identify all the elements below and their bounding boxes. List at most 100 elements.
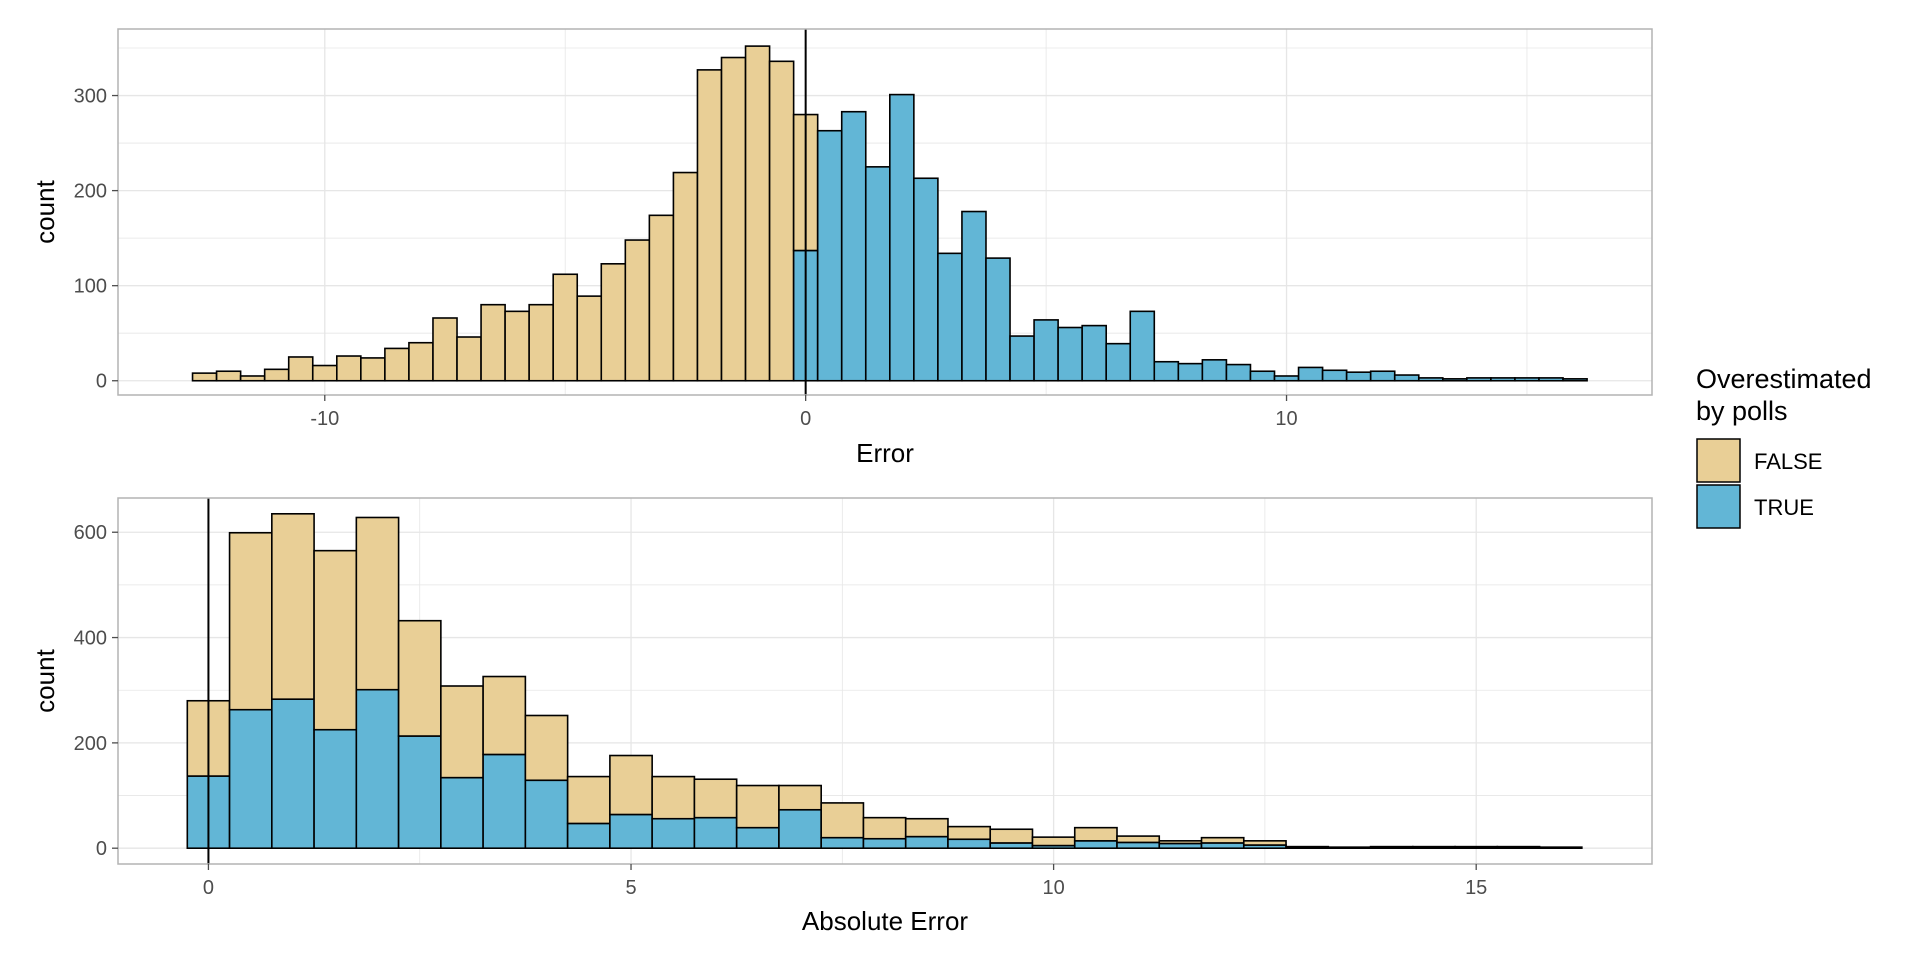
bar-true xyxy=(1490,377,1516,382)
bar-true xyxy=(961,210,987,382)
bar-true xyxy=(1562,378,1588,382)
bar-true xyxy=(1417,377,1444,382)
bar-true xyxy=(1249,370,1276,382)
x-tick-label: 10 xyxy=(1042,877,1064,899)
bar-true xyxy=(820,836,865,850)
bar-true xyxy=(1369,845,1414,850)
bar-true xyxy=(1442,378,1468,382)
bar-true xyxy=(271,698,315,850)
bar-false xyxy=(989,828,1034,844)
y-tick-label: 200 xyxy=(74,733,107,755)
bar-false xyxy=(1242,840,1287,846)
bar-true xyxy=(889,93,915,382)
bar-true xyxy=(1073,840,1118,850)
bar-true xyxy=(1538,846,1583,850)
bar-false xyxy=(1200,836,1245,844)
x-tick-label: 15 xyxy=(1465,877,1487,899)
bar-false xyxy=(313,549,358,731)
bar-true xyxy=(1129,310,1156,382)
bar-false xyxy=(456,336,482,382)
bar-true xyxy=(482,753,527,850)
bar-false xyxy=(191,372,218,382)
y-tick-label: 0 xyxy=(96,371,107,393)
bar-true xyxy=(1009,335,1035,382)
bar-false xyxy=(263,368,290,382)
legend-title-line1: Overestimated xyxy=(1696,364,1872,394)
legend-key-false xyxy=(1696,438,1741,483)
bar-false xyxy=(311,364,338,382)
bar-false xyxy=(624,239,651,382)
bar-false xyxy=(648,214,675,382)
bar-false xyxy=(576,295,603,382)
bar-true xyxy=(985,257,1011,382)
bar-false xyxy=(1073,826,1118,842)
x-tick-label: 10 xyxy=(1275,408,1297,430)
bar-true xyxy=(778,808,822,850)
bar-true xyxy=(816,129,843,382)
y-tick-label: 600 xyxy=(74,522,107,544)
bar-true xyxy=(1225,363,1252,382)
x-axis-title: Error xyxy=(856,438,914,468)
bar-false xyxy=(1116,835,1161,844)
bar-false xyxy=(480,303,506,382)
absolute-error-histogram-panel: 0 5 10 15 0 200 400 600 Absolute Error count xyxy=(30,497,1653,936)
bar-false xyxy=(504,310,530,382)
y-axis-title: count xyxy=(30,648,60,712)
legend-label-false: FALSE xyxy=(1754,449,1822,474)
bar-true xyxy=(1327,846,1372,850)
bar-true xyxy=(735,826,780,850)
bar-false xyxy=(735,784,780,829)
bar-true xyxy=(1273,375,1300,382)
bar-false xyxy=(397,619,442,737)
bar-true xyxy=(1153,360,1180,382)
y-tick-label: 200 xyxy=(74,181,107,203)
bar-false xyxy=(524,714,569,782)
bar-true xyxy=(397,735,442,850)
bar-true xyxy=(1496,845,1541,850)
x-tick-label: -10 xyxy=(310,408,339,430)
bar-true xyxy=(937,252,963,382)
bar-true xyxy=(1538,377,1564,382)
bar-false xyxy=(768,60,795,382)
bar-false xyxy=(355,516,400,691)
legend-title-line2: by polls xyxy=(1696,396,1788,426)
bar-true xyxy=(1116,841,1161,850)
bar-true xyxy=(1033,319,1059,382)
bar-false xyxy=(482,675,527,756)
y-axis-title: count xyxy=(30,179,60,243)
bar-false xyxy=(744,45,771,382)
bar-false xyxy=(239,375,266,382)
panel-border xyxy=(117,28,1653,396)
bar-false xyxy=(862,816,907,840)
bar-false xyxy=(947,825,992,841)
bar-true xyxy=(1393,374,1420,382)
bar-true xyxy=(1466,377,1492,382)
bar-false xyxy=(287,356,314,382)
bar-false xyxy=(1158,840,1203,845)
x-axis-title: Absolute Error xyxy=(802,906,969,936)
bar-false xyxy=(672,171,699,382)
bar-true xyxy=(1297,366,1324,382)
legend: Overestimated by polls FALSE TRUE xyxy=(1696,364,1872,529)
bar-true xyxy=(1345,371,1372,382)
bar-true xyxy=(1201,359,1228,382)
bar-false xyxy=(696,69,723,382)
bar-true xyxy=(1321,369,1348,382)
bar-true xyxy=(609,813,653,850)
bar-false xyxy=(1031,836,1076,847)
bar-true xyxy=(440,776,484,850)
bar-false xyxy=(432,317,458,382)
bar-false xyxy=(215,370,242,382)
bar-true xyxy=(1285,845,1330,850)
bar-true xyxy=(1105,342,1132,382)
bar-true xyxy=(1412,845,1456,850)
x-tick-label: 0 xyxy=(800,408,811,430)
bar-true xyxy=(864,166,891,382)
bar-false xyxy=(552,273,579,382)
bar-false xyxy=(778,784,822,811)
bar-false xyxy=(566,775,611,825)
bar-false xyxy=(720,56,747,382)
panel-border xyxy=(117,497,1653,865)
bar-true xyxy=(1369,370,1396,382)
